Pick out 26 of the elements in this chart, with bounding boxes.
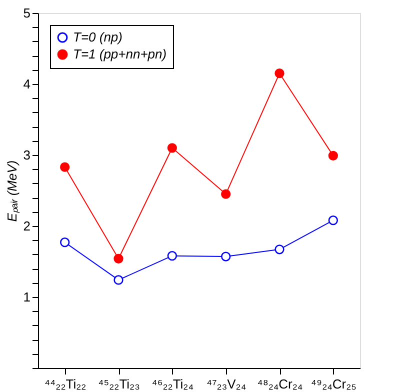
point [328,215,338,226]
y-tick-label: 4 [23,76,30,92]
legend-label: T=0 (np) [73,30,122,44]
point [167,250,177,261]
point [167,143,177,153]
point [114,254,124,264]
point [221,189,231,199]
x-tick-label: ⁴⁹₂₄Cr₂₅ [310,376,356,392]
point [328,150,338,161]
y-tick-label: 2 [23,218,30,234]
point [60,162,70,172]
point [274,244,284,254]
y-axis-title: Eₚₐᵢᵣ (MeV) [4,160,20,222]
y-tick-label: 3 [23,148,30,162]
y-tick-label: 5 [23,6,30,20]
x-tick-label: ⁴⁵₂₂Ti₂₃ [98,376,140,392]
point [221,252,231,262]
x-tick-label: ⁴⁸₂₄Cr₂₄ [257,376,303,392]
x-tick-label: ⁴⁶₂₂Ti₂₄ [152,376,194,392]
x-tick-label: ⁴⁴₂₂Ti₂₂ [44,376,86,392]
legend-label: T=1 (pp+nn+pn) [73,46,167,62]
y-tick-label: 1 [23,290,30,304]
point [60,238,70,248]
point [114,275,124,285]
x-tick-label: ⁴⁷₂₃V₂₄ [206,376,246,392]
point [274,68,284,78]
